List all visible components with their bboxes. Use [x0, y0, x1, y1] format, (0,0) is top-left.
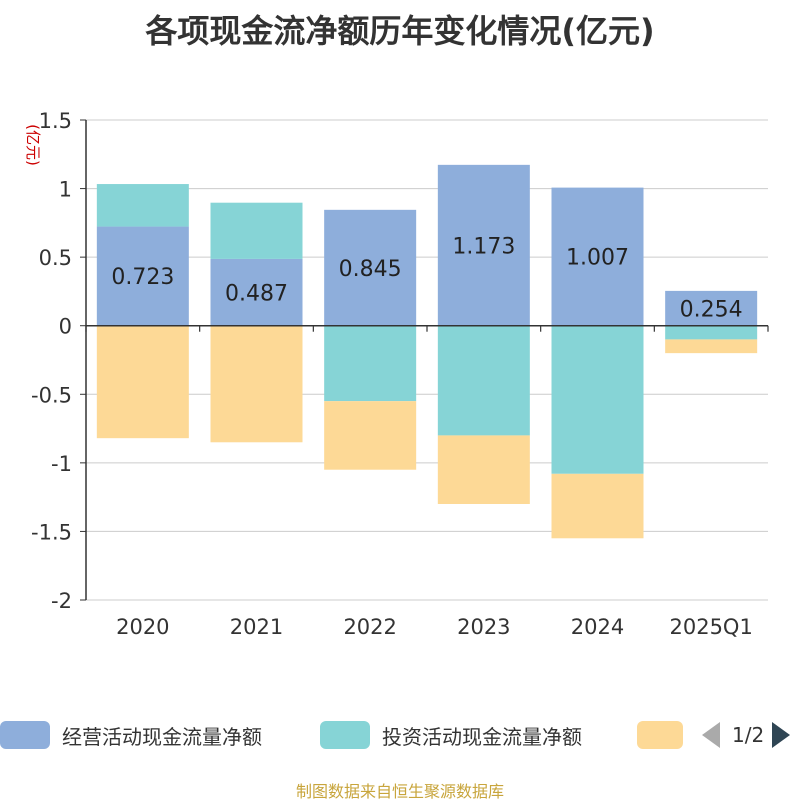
bar-3-2023	[437, 435, 530, 504]
x-tick-label: 2023	[457, 615, 510, 639]
legend-item-operating[interactable]: 经营活动现金流量净额	[0, 713, 262, 757]
y-tick-label: 1.5	[39, 109, 72, 133]
bar-1-2023	[437, 164, 530, 326]
legend-item-financing[interactable]	[637, 713, 683, 757]
source-note: 制图数据来自恒生聚源数据库	[295, 782, 504, 801]
bar-1-2024	[551, 187, 644, 326]
x-tick-label: 2020	[116, 615, 169, 639]
bar-1-2021	[210, 258, 303, 326]
x-tick-label: 2024	[571, 615, 624, 639]
x-tick-label: 2022	[343, 615, 396, 639]
y-tick-label: -0.5	[31, 383, 72, 407]
legend-label-operating: 经营活动现金流量净额	[62, 724, 262, 749]
data-label: 0.254	[680, 297, 743, 322]
legend-item-investing[interactable]: 投资活动现金流量净额	[320, 713, 582, 757]
chart-title: 各项现金流净额历年变化情况(亿元)	[145, 12, 655, 50]
y-tick-label: -1.5	[31, 520, 72, 544]
chevron-right-icon[interactable]	[772, 722, 791, 748]
bar-2-2020	[96, 184, 189, 227]
legend-swatch-investing	[320, 721, 370, 749]
bar-2-2025Q1	[665, 325, 758, 340]
bar-3-2022	[324, 401, 417, 470]
y-axis-unit-label: (亿元)	[24, 124, 42, 166]
y-tick-label: -1	[51, 452, 72, 476]
y-tick-label: 0	[59, 315, 72, 339]
data-label: 1.173	[452, 234, 515, 259]
bar-3-2024	[551, 473, 644, 539]
bar-2-2023	[437, 325, 530, 436]
legend-page-indicator: 1/2	[732, 723, 765, 747]
chevron-left-icon[interactable]	[702, 722, 720, 748]
y-tick-label: 0.5	[39, 246, 72, 270]
legend-swatch-financing	[637, 721, 683, 749]
bar-2-2022	[324, 325, 417, 402]
legend: 经营活动现金流量净额 投资活动现金流量净额	[0, 713, 800, 757]
legend-pager: 1/2	[700, 713, 800, 757]
legend-swatch-operating	[0, 721, 50, 749]
bar-2-2024	[551, 325, 644, 474]
bar-1-2025Q1	[665, 290, 758, 326]
x-tick-label: 2025Q1	[669, 615, 752, 639]
data-label: 0.845	[339, 257, 402, 282]
bar-3-2020	[96, 325, 189, 439]
bar-1-2022	[324, 209, 417, 326]
y-tick-label: 1	[59, 178, 72, 202]
legend-label-investing: 投资活动现金流量净额	[382, 724, 582, 749]
data-label: 1.007	[566, 246, 629, 271]
bar-1-2020	[96, 226, 189, 326]
bar-3-2025Q1	[665, 339, 758, 354]
y-tick-label: -2	[51, 589, 72, 613]
bar-3-2021	[210, 325, 303, 443]
x-tick-label: 2021	[230, 615, 283, 639]
data-label: 0.487	[225, 281, 288, 306]
bar-2-2021	[210, 202, 303, 259]
data-label: 0.723	[111, 265, 174, 290]
